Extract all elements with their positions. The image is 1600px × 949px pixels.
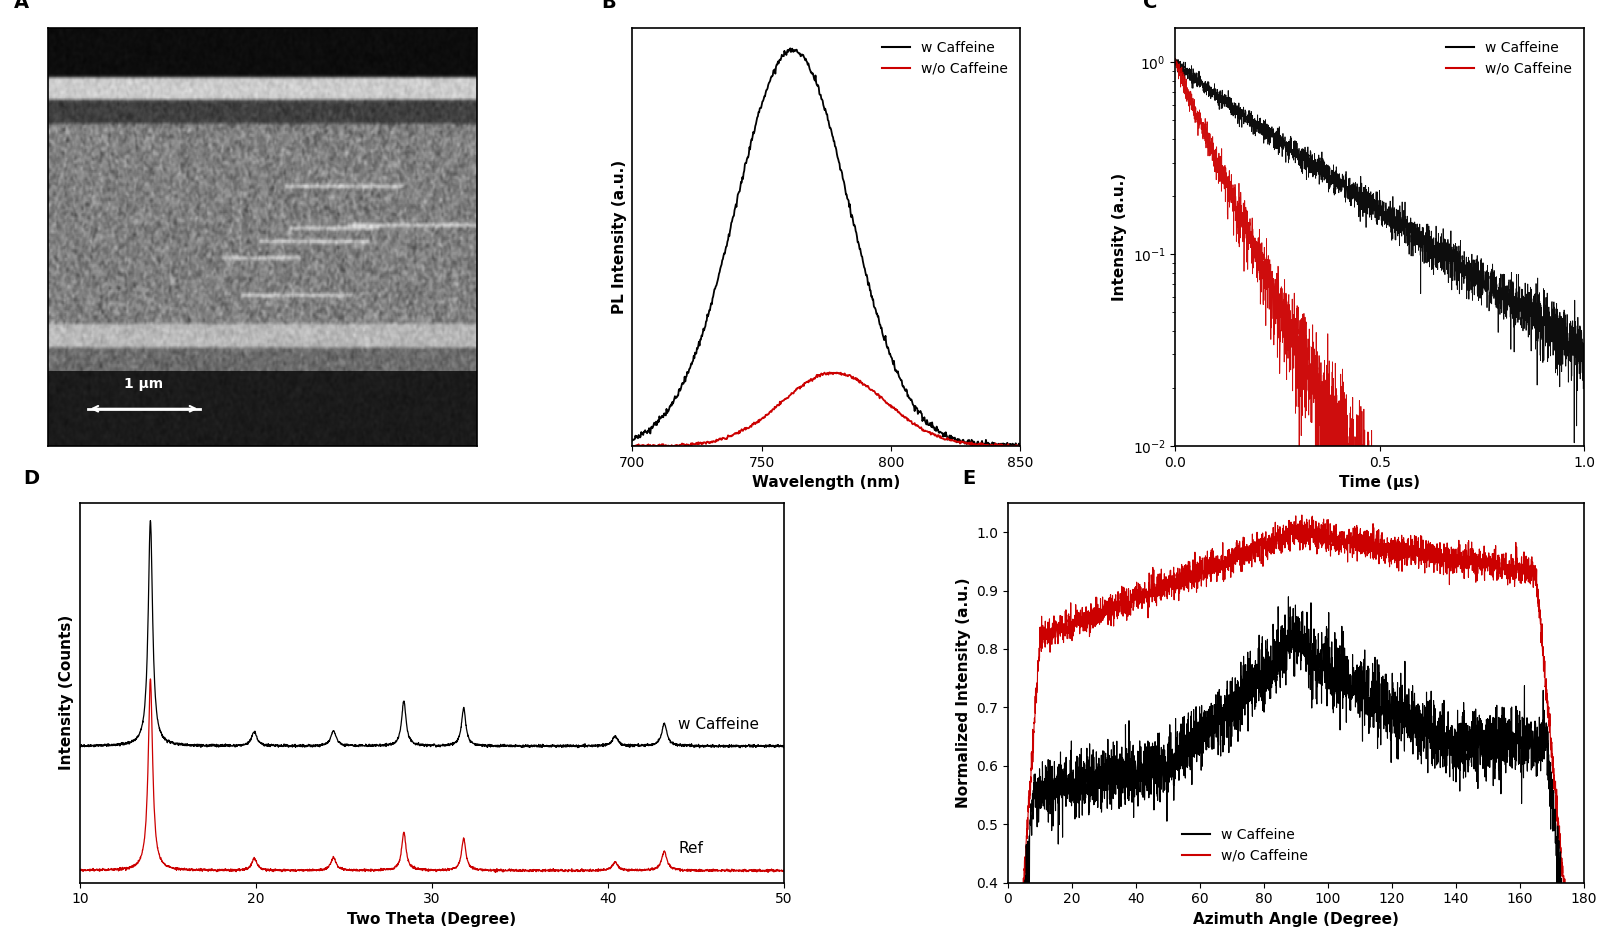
Y-axis label: Normalized Intensity (a.u.): Normalized Intensity (a.u.) <box>955 578 971 808</box>
Text: E: E <box>962 469 974 488</box>
Text: Ref: Ref <box>678 841 704 856</box>
Text: w Caffeine: w Caffeine <box>678 716 760 732</box>
Text: D: D <box>24 469 40 488</box>
Text: A: A <box>14 0 29 11</box>
Y-axis label: Intensity (a.u.): Intensity (a.u.) <box>1112 173 1126 302</box>
X-axis label: Wavelength (nm): Wavelength (nm) <box>752 475 901 491</box>
X-axis label: Azimuth Angle (Degree): Azimuth Angle (Degree) <box>1194 912 1398 927</box>
Legend: w Caffeine, w/o Caffeine: w Caffeine, w/o Caffeine <box>1440 35 1578 82</box>
X-axis label: Two Theta (Degree): Two Theta (Degree) <box>347 912 517 927</box>
Text: 1 μm: 1 μm <box>125 377 163 391</box>
Y-axis label: PL Intensity (a.u.): PL Intensity (a.u.) <box>611 160 627 314</box>
Legend: w Caffeine, w/o Caffeine: w Caffeine, w/o Caffeine <box>877 35 1013 82</box>
Y-axis label: Intensity (Counts): Intensity (Counts) <box>59 615 75 771</box>
Text: B: B <box>602 0 616 11</box>
Text: C: C <box>1142 0 1157 11</box>
Legend: w Caffeine, w/o Caffeine: w Caffeine, w/o Caffeine <box>1176 822 1314 868</box>
X-axis label: Time (μs): Time (μs) <box>1339 475 1421 491</box>
